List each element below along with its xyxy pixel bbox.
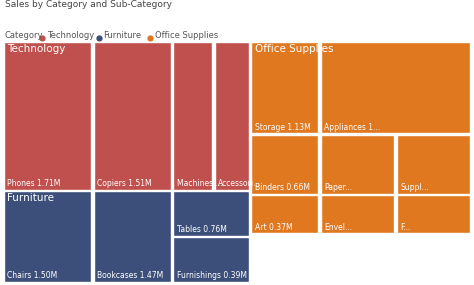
- Bar: [3, 191, 91, 282]
- Text: Paper...: Paper...: [324, 183, 352, 192]
- Text: Technology: Technology: [7, 44, 66, 54]
- Bar: [321, 135, 394, 194]
- Text: Storage 1.13M: Storage 1.13M: [255, 123, 310, 132]
- Text: Technology: Technology: [47, 31, 94, 40]
- Bar: [397, 195, 471, 233]
- Bar: [3, 42, 91, 190]
- Text: Office Supplies: Office Supplies: [155, 31, 219, 40]
- Text: Appliances 1...: Appliances 1...: [324, 123, 380, 132]
- Bar: [251, 42, 319, 133]
- Bar: [251, 135, 319, 194]
- Bar: [173, 237, 249, 282]
- Text: Accessori...: Accessori...: [218, 179, 261, 188]
- Bar: [397, 135, 471, 194]
- Text: Furniture: Furniture: [103, 31, 141, 40]
- Text: Binders 0.66M: Binders 0.66M: [255, 183, 310, 192]
- Bar: [215, 42, 249, 190]
- Text: Tables 0.76M: Tables 0.76M: [177, 225, 227, 234]
- Text: Office Supplies: Office Supplies: [255, 44, 334, 54]
- Text: Chairs 1.50M: Chairs 1.50M: [7, 271, 57, 280]
- Bar: [94, 191, 171, 282]
- Text: Category: Category: [5, 31, 43, 40]
- Text: F...: F...: [400, 223, 410, 232]
- Bar: [173, 42, 212, 190]
- Bar: [251, 195, 319, 233]
- Text: Art 0.37M: Art 0.37M: [255, 223, 292, 232]
- Bar: [321, 42, 471, 133]
- Text: Furniture: Furniture: [7, 193, 55, 203]
- Text: Envel...: Envel...: [324, 223, 352, 232]
- Text: Bookcases 1.47M: Bookcases 1.47M: [97, 271, 163, 280]
- Bar: [321, 195, 394, 233]
- Text: Sales by Category and Sub-Category: Sales by Category and Sub-Category: [5, 0, 172, 9]
- Text: Furnishings 0.39M: Furnishings 0.39M: [177, 271, 246, 280]
- Text: Suppl...: Suppl...: [400, 183, 429, 192]
- Bar: [94, 42, 171, 190]
- Text: Phones 1.71M: Phones 1.71M: [7, 179, 60, 188]
- Bar: [173, 191, 249, 236]
- Text: Copiers 1.51M: Copiers 1.51M: [97, 179, 152, 188]
- Text: Machines ...: Machines ...: [177, 179, 222, 188]
